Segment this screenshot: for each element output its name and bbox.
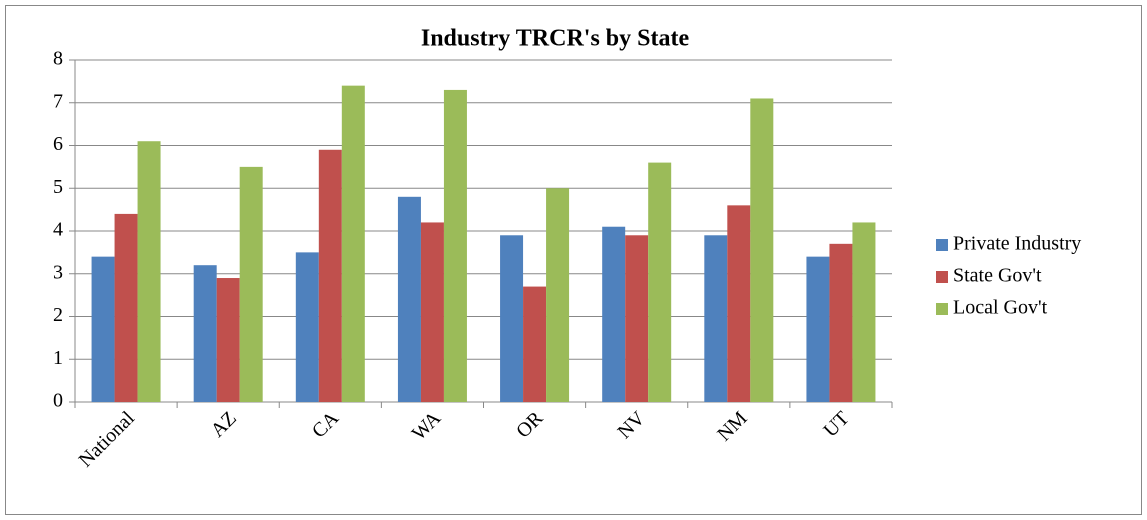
bar xyxy=(829,243,853,402)
chart-title: Industry TRCR's by State xyxy=(421,26,690,52)
bar xyxy=(295,252,319,402)
bar xyxy=(216,278,240,402)
y-tick-label: 2 xyxy=(53,304,63,326)
bar xyxy=(397,196,421,402)
bar xyxy=(193,265,217,402)
legend-swatch xyxy=(936,271,948,283)
bar xyxy=(625,235,649,402)
legend-swatch xyxy=(936,303,948,315)
bar xyxy=(239,166,263,402)
bar xyxy=(648,162,672,402)
y-tick-label: 7 xyxy=(53,90,63,112)
bar xyxy=(704,235,728,402)
y-tick-label: 8 xyxy=(53,48,63,70)
bar xyxy=(852,222,876,402)
y-tick-label: 4 xyxy=(53,219,63,241)
legend-swatch xyxy=(936,239,948,251)
legend-label: Local Gov't xyxy=(953,297,1048,319)
bar xyxy=(727,205,751,402)
bar xyxy=(806,256,830,402)
bar xyxy=(91,256,115,402)
bar xyxy=(443,89,467,403)
y-tick-label: 1 xyxy=(53,347,63,369)
bar xyxy=(750,98,774,402)
bar xyxy=(137,141,161,402)
legend-label: State Gov't xyxy=(953,265,1042,287)
y-tick-label: 5 xyxy=(53,176,63,198)
bar xyxy=(420,222,444,402)
bar xyxy=(500,235,524,402)
y-tick-label: 3 xyxy=(53,261,63,283)
bar xyxy=(114,213,138,402)
legend-label: Private Industry xyxy=(953,233,1081,255)
y-tick-label: 6 xyxy=(53,133,63,155)
y-tick-label: 0 xyxy=(53,390,63,412)
bar xyxy=(318,149,342,402)
bar xyxy=(546,188,570,402)
bar xyxy=(602,226,626,402)
bar xyxy=(341,85,365,403)
chart-border xyxy=(5,5,1142,515)
bar xyxy=(523,286,547,402)
